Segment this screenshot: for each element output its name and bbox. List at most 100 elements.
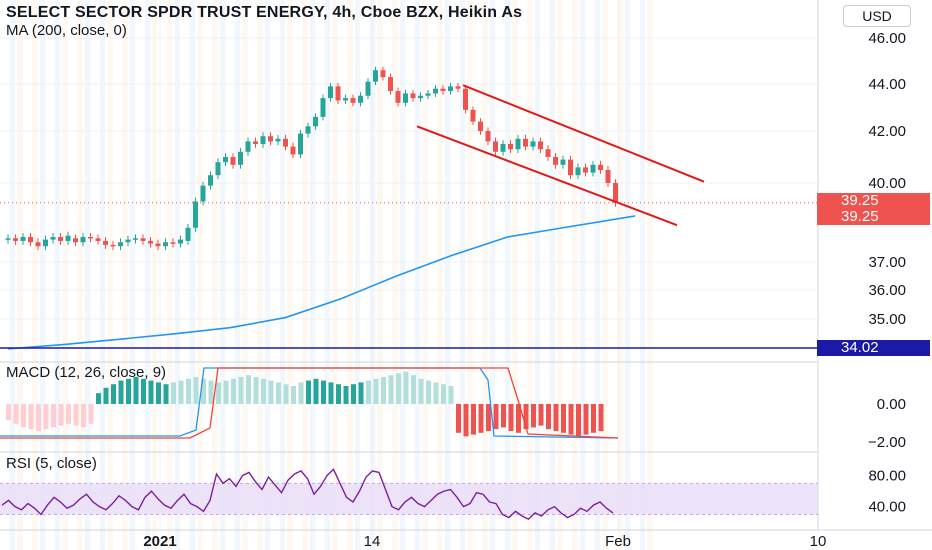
signal-line	[0, 367, 619, 439]
macd-histogram-bar	[343, 386, 349, 404]
candle-body	[200, 185, 206, 202]
candle-body	[118, 242, 123, 247]
session-stripe	[579, 0, 586, 550]
candle-body	[553, 157, 558, 165]
candle-body	[545, 149, 551, 157]
candle-body	[598, 164, 603, 170]
session-stripe	[309, 0, 316, 550]
candle-body	[245, 141, 251, 152]
macd-histogram-bar	[538, 404, 544, 426]
session-stripe	[107, 0, 113, 550]
macd-histogram-bar	[441, 384, 446, 404]
candle-body	[290, 146, 296, 155]
session-stripe	[32, 0, 38, 550]
session-stripe	[467, 0, 473, 550]
candle-body	[283, 138, 288, 147]
macd-histogram-bar	[531, 404, 536, 428]
session-stripe	[549, 0, 556, 550]
macd-histogram-bar	[231, 378, 236, 404]
macd-histogram-bar	[13, 404, 19, 424]
candle-body	[388, 77, 393, 92]
candle-body	[193, 201, 198, 228]
session-stripe	[482, 0, 488, 550]
macd-legend[interactable]: MACD (12, 26, close, 9)	[6, 364, 167, 381]
candle-body	[43, 239, 48, 247]
macd-histogram-bar	[396, 373, 401, 404]
currency-button[interactable]: USD	[843, 5, 911, 27]
macd-histogram-bar	[21, 404, 26, 428]
macd-histogram-bar	[403, 371, 409, 404]
macd-histogram-bar	[418, 378, 424, 404]
session-stripe	[234, 0, 241, 550]
macd-histogram-bar	[313, 378, 319, 404]
session-stripe	[212, 0, 218, 550]
session-stripe	[39, 0, 46, 550]
candle-body	[448, 86, 453, 92]
macd-histogram-bar	[493, 404, 499, 430]
session-stripe	[174, 0, 181, 550]
candle-body	[35, 242, 41, 247]
candle-body	[140, 238, 146, 241]
macd-histogram-bar	[88, 404, 94, 424]
rsi-tick-label: 40.00	[868, 499, 906, 516]
macd-histogram-bar	[163, 384, 169, 404]
macd-histogram-bar	[261, 378, 266, 404]
macd-histogram-bar	[156, 382, 161, 404]
candle-body	[605, 170, 611, 183]
candle-body	[148, 240, 153, 244]
macd-histogram-bar	[351, 384, 356, 404]
macd-tick-label: 0.00	[877, 396, 906, 413]
candlestick-series	[5, 66, 618, 251]
candle-body	[523, 138, 528, 147]
grid-lines	[0, 0, 819, 530]
candle-body	[58, 236, 63, 241]
macd-histogram-bar	[463, 404, 469, 437]
candle-body	[358, 95, 363, 103]
macd-histogram-bar	[223, 380, 229, 404]
candle-body	[425, 93, 431, 96]
candle-body	[13, 238, 18, 241]
session-stripe	[189, 0, 196, 550]
session-stripe	[639, 0, 646, 550]
candle-body	[28, 236, 33, 243]
candle-body	[380, 70, 386, 78]
candle-body	[343, 98, 348, 101]
macd-histogram-bar	[366, 380, 371, 404]
price-tick-label: 35.00	[868, 311, 906, 328]
candle-body	[538, 141, 543, 150]
candle-body	[515, 138, 521, 150]
macd-histogram-bar	[373, 378, 379, 404]
rsi-legend[interactable]: RSI (5, close)	[6, 455, 97, 472]
candle-body	[530, 141, 536, 147]
session-stripe	[399, 0, 406, 550]
candle-body	[95, 238, 101, 241]
session-stripe	[347, 0, 353, 550]
session-stripe	[167, 0, 173, 550]
macd-histogram-bar	[36, 404, 41, 431]
rsi-line	[1, 468, 614, 520]
session-stripe	[99, 0, 106, 550]
session-stripe	[422, 0, 428, 550]
candle-body	[215, 162, 221, 176]
macd-histogram-bar	[486, 404, 491, 431]
session-stripe	[617, 0, 623, 550]
ma-legend[interactable]: MA (200, close, 0)	[6, 22, 127, 39]
macd-histogram-bar	[133, 377, 139, 404]
macd-histogram-bar	[118, 380, 124, 404]
price-axis: 46.00 44.00 42.00 40.00 37.00 36.00 35.00 0.00 −…	[868, 30, 906, 516]
channel-upper-line	[462, 84, 705, 183]
candle-body	[260, 136, 266, 144]
session-stripe	[437, 0, 443, 550]
candle-body	[110, 244, 116, 247]
candle-body	[335, 86, 341, 101]
macd-histogram-bar	[268, 380, 274, 404]
macd-histogram-bar	[568, 404, 574, 435]
ma-200-line	[7, 215, 636, 350]
macd-pane	[0, 367, 619, 439]
macd-histogram-bar	[208, 380, 214, 404]
time-tick-label: 2021	[143, 533, 176, 550]
candle-body	[178, 239, 183, 244]
macd-histogram-bar	[66, 404, 71, 424]
candle-body	[328, 86, 333, 99]
